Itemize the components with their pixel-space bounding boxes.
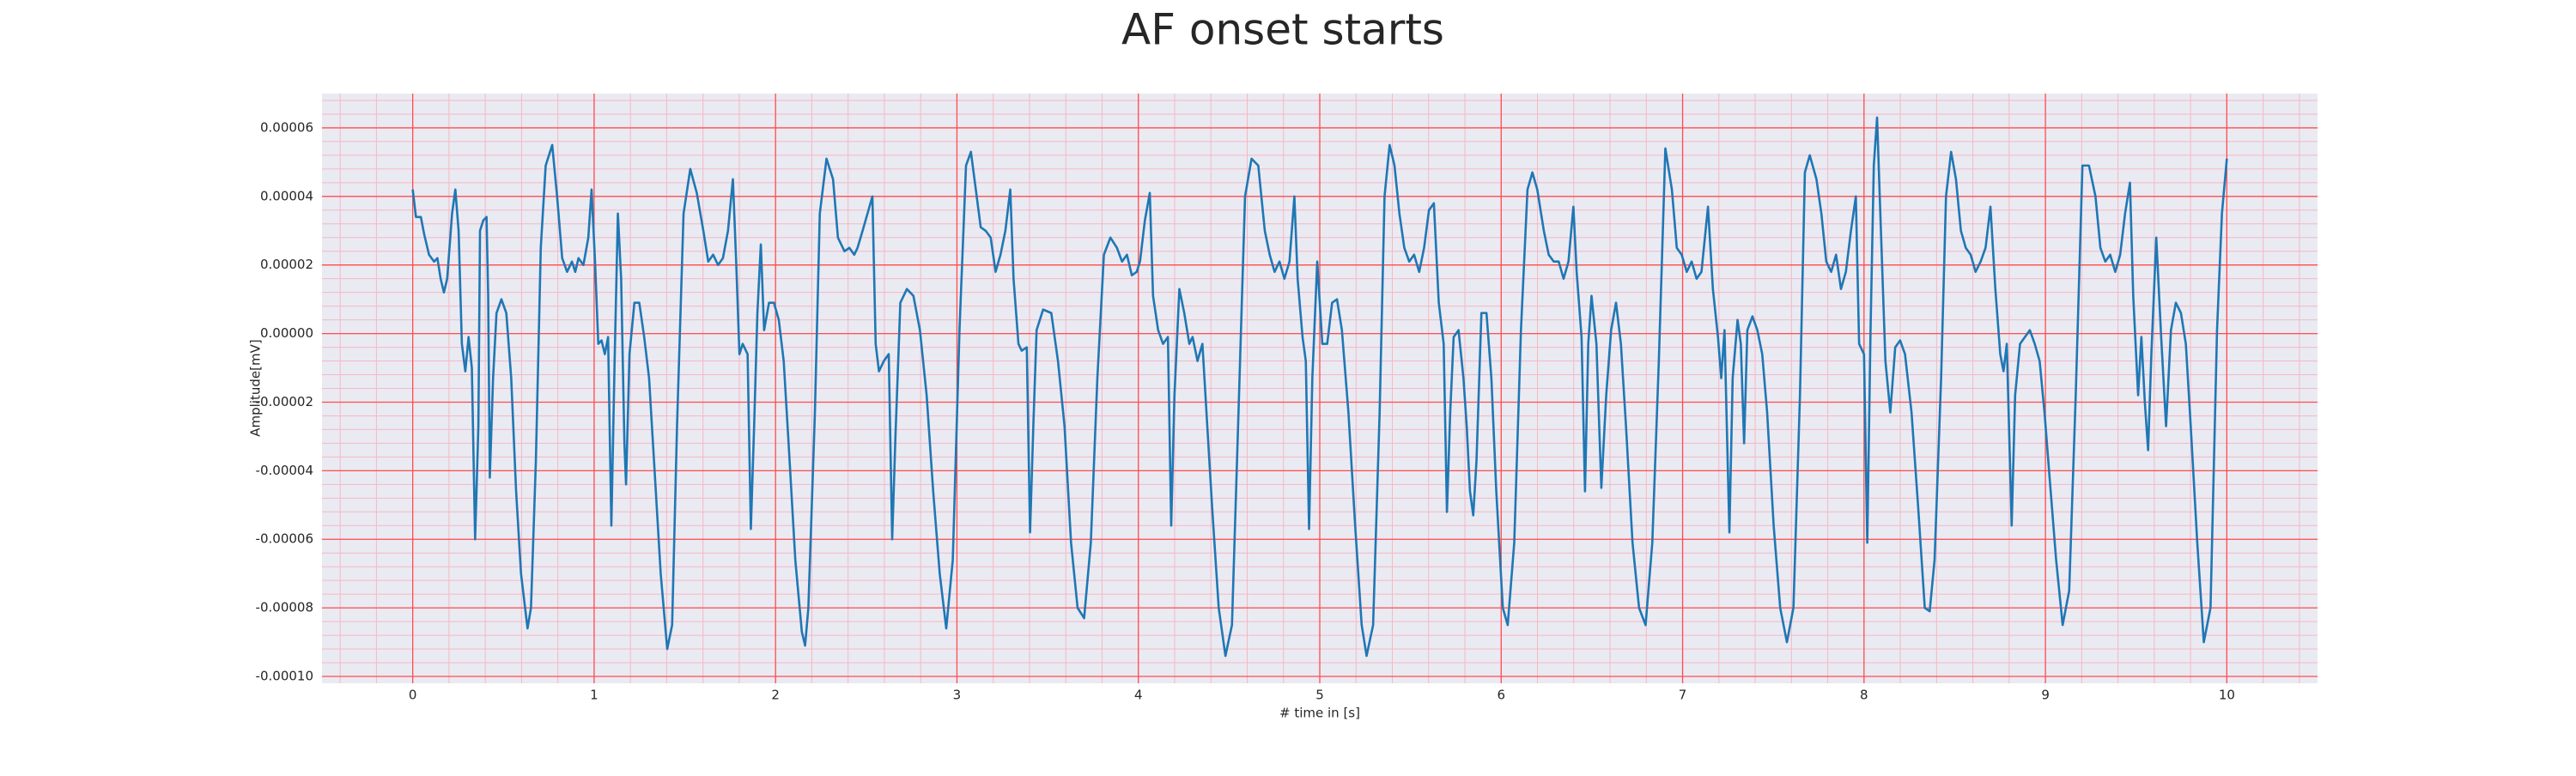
x-tick-label: 3 xyxy=(953,688,962,703)
y-tick-label: 0.00000 xyxy=(260,325,313,341)
x-tick-label: 1 xyxy=(590,688,598,703)
y-tick-label: -0.00002 xyxy=(256,394,313,409)
y-tick-label: 0.00002 xyxy=(260,257,313,272)
x-tick-label: 4 xyxy=(1134,688,1143,703)
x-tick-label: 6 xyxy=(1497,688,1505,703)
x-axis-label: # time in [s] xyxy=(1279,706,1360,721)
signal-line xyxy=(411,116,2228,658)
y-tick-label: -0.00010 xyxy=(256,669,313,684)
chart-title: AF onset starts xyxy=(1121,5,1444,55)
x-tick-label: 5 xyxy=(1315,688,1324,703)
x-tick-label: 7 xyxy=(1679,688,1687,703)
y-tick-label: -0.00006 xyxy=(256,531,313,547)
x-tick-label: 10 xyxy=(2219,688,2235,703)
y-tick-label: -0.00008 xyxy=(256,600,313,615)
x-tick-label: 2 xyxy=(771,688,780,703)
x-tick-label: 8 xyxy=(1860,688,1868,703)
y-axis-label: Amplitude[mV] xyxy=(248,339,264,436)
x-tick-label: 9 xyxy=(2041,688,2050,703)
y-tick-label: 0.00004 xyxy=(260,188,313,203)
y-tick-label: -0.00004 xyxy=(256,463,313,478)
y-tick-label: 0.00006 xyxy=(260,119,313,135)
x-tick-label: 0 xyxy=(409,688,417,703)
